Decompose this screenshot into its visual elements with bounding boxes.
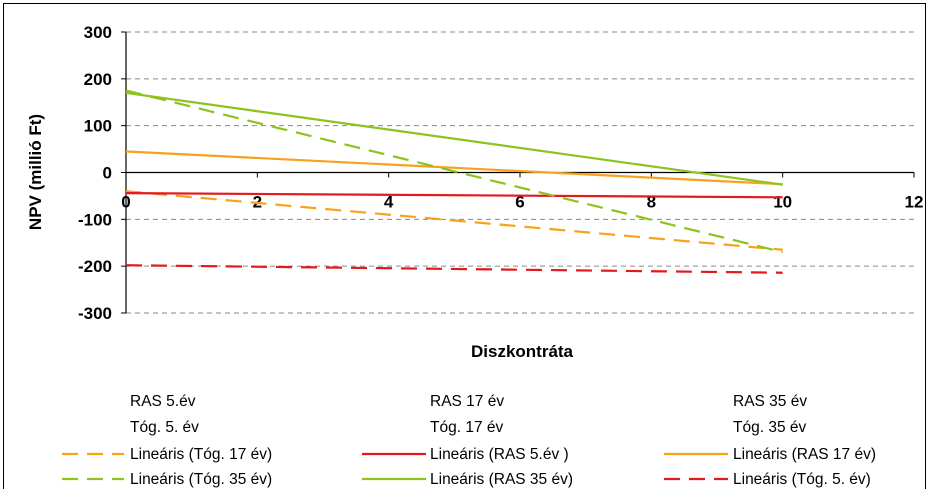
y-tick-label: 300 (84, 23, 112, 42)
series-line-5 (125, 264, 783, 274)
x-tick-label: 4 (384, 193, 394, 212)
legend-label: RAS 17 év (430, 393, 504, 410)
legend-label: Lineáris (Tóg. 5. év) (733, 471, 871, 488)
x-axis: 0 2 4 6 8 10 12 (121, 171, 924, 212)
y-tick-label: -200 (78, 257, 112, 276)
x-tick-label: 10 (773, 193, 792, 212)
y-tick-label: -100 (78, 210, 112, 229)
y-tick-label: 0 (103, 164, 112, 183)
legend-label: RAS 35 év (733, 393, 807, 410)
legend-label: Lineáris (RAS 5.év ) (430, 446, 569, 463)
legend-label: Tóg. 5. év (130, 419, 199, 436)
series-line-2 (125, 150, 783, 186)
y-axis-title: NPV (millió Ft) (26, 114, 45, 230)
series-line-3 (125, 89, 783, 254)
x-tick-label: 8 (647, 193, 656, 212)
legend-label: Lineáris (Tóg. 35 év) (130, 471, 272, 488)
series-line-4 (125, 91, 783, 186)
series-line-0 (125, 190, 783, 251)
y-axis: 300 200 100 0 -100 -200 -300 (78, 23, 127, 323)
legend-label: Lineáris (RAS 17 év) (733, 446, 876, 463)
x-axis-title: Diszkontráta (471, 342, 574, 361)
chart-frame (3, 3, 926, 489)
x-tick-label: 12 (905, 193, 924, 212)
legend-label: Tóg. 17 év (430, 419, 503, 436)
x-tick-label: 0 (121, 193, 130, 212)
series-lines (125, 89, 783, 274)
legend: RAS 5.év RAS 17 év RAS 35 év Tóg. 5. év Tóg.… (62, 393, 876, 488)
x-tick-label: 6 (515, 193, 524, 212)
series-line-1 (125, 192, 783, 199)
y-tick-label: 200 (84, 70, 112, 89)
legend-label: Tóg. 35 év (733, 419, 806, 436)
legend-label: Lineáris (Tóg. 17 év) (130, 446, 272, 463)
y-tick-label: 100 (84, 117, 112, 136)
legend-label: Lineáris (RAS 35 év) (430, 471, 573, 488)
legend-label: RAS 5.év (130, 393, 196, 410)
y-tick-label: -300 (78, 304, 112, 323)
